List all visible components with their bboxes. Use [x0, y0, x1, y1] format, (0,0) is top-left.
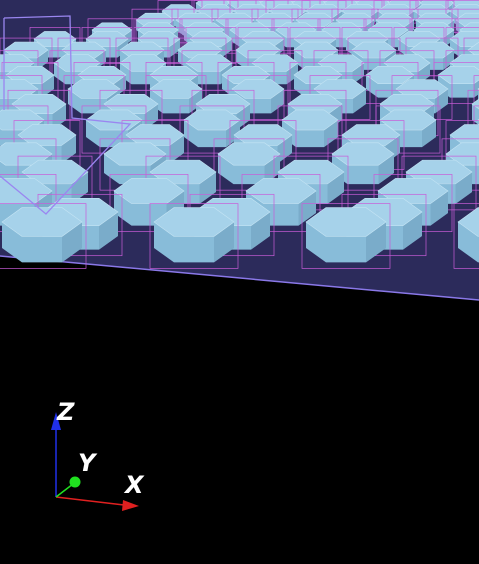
pillar-bounding-box — [473, 75, 479, 120]
pillar-top — [471, 98, 479, 110]
pillar-shade — [430, 191, 448, 226]
pillar-shade — [403, 212, 422, 250]
pillar-shade — [353, 89, 366, 114]
x-axis-line — [55, 496, 125, 506]
hex-pillar[interactable] — [301, 203, 391, 269]
pillar-top — [235, 41, 281, 59]
pillar-top — [245, 178, 317, 204]
pillar-top — [331, 142, 395, 166]
pillar-shade — [144, 104, 158, 130]
pillar-shade — [271, 89, 284, 114]
pillar-side — [438, 75, 479, 98]
pillar-top — [365, 66, 415, 84]
x-axis-label: X — [125, 471, 144, 499]
pillar-top — [103, 142, 167, 166]
hex-pillar[interactable] — [145, 75, 207, 120]
y-axis-line — [55, 483, 74, 498]
pillar-shade — [52, 104, 66, 130]
pillar-top — [231, 79, 285, 99]
pillar-bounding-box — [445, 120, 479, 170]
pillar-top — [33, 31, 77, 47]
hex-pillar[interactable] — [149, 203, 239, 269]
pillar-top — [149, 79, 203, 99]
pillar-top — [457, 207, 479, 237]
pillar-top — [0, 142, 53, 166]
pillar-top — [185, 54, 233, 72]
pillar-top — [177, 41, 223, 59]
hex-pillar[interactable] — [327, 138, 399, 191]
axis-triad — [51, 412, 139, 511]
pillar-top — [1, 207, 83, 237]
pillar-top — [437, 66, 479, 84]
pillar-shade — [444, 30, 454, 48]
pillar-top — [293, 41, 339, 59]
pillar-top — [67, 79, 121, 99]
pillar-bounding-box — [149, 203, 239, 269]
pillar-top — [379, 109, 437, 131]
pillar-bounding-box — [0, 203, 87, 269]
hex-pillar[interactable] — [227, 75, 289, 120]
pillar-shade — [324, 120, 338, 148]
pillar-shade — [199, 172, 216, 204]
pillar-bounding-box — [467, 89, 479, 137]
pillar-shade — [286, 63, 298, 85]
pillar-top — [449, 31, 479, 47]
z-axis-arrowhead — [51, 412, 61, 430]
hex-pillar[interactable] — [453, 203, 479, 269]
hex-pillar[interactable] — [0, 203, 87, 269]
y-axis-label: Y — [78, 449, 96, 477]
z-axis-label: Z — [57, 398, 75, 426]
pillar-top — [183, 109, 241, 131]
pillar-top — [113, 178, 185, 204]
pillar-shade — [474, 80, 479, 98]
pillar-top — [467, 41, 479, 59]
pillar-shade — [251, 212, 270, 250]
pillar-shade — [455, 172, 472, 204]
pillar-shade — [327, 172, 344, 204]
pillar-shade — [422, 120, 436, 148]
y-axis-dot — [69, 476, 81, 488]
pillar-shade — [37, 50, 48, 70]
pillar-shade — [298, 191, 316, 226]
pillar-shade — [62, 222, 82, 263]
pillar-shade — [169, 39, 180, 58]
hex-pillar[interactable] — [213, 138, 285, 191]
pillar-top — [119, 54, 167, 72]
pillar-top — [153, 207, 235, 237]
pillar-shade — [99, 212, 118, 250]
x-axis-arrowhead — [122, 500, 139, 511]
pillar-shade — [366, 222, 386, 263]
pillar-top — [351, 41, 397, 59]
pillar-top — [0, 79, 39, 99]
pillar-side — [458, 222, 479, 263]
pillar-shade — [378, 154, 394, 185]
pillar-shade — [418, 63, 430, 85]
pillar-bounding-box — [301, 203, 391, 269]
pillar-top — [85, 109, 143, 131]
selection-outline — [0, 15, 132, 215]
pillar-top — [221, 66, 271, 84]
pillar-shade — [42, 75, 54, 98]
pillar-shade — [214, 222, 234, 263]
pillar-shade — [221, 39, 232, 58]
pillar-top — [293, 66, 343, 84]
substrate-front-edge — [0, 255, 479, 301]
pillar-shade — [264, 154, 280, 185]
pillar-top — [0, 178, 53, 204]
pillar-top — [305, 207, 387, 237]
pillar-top — [217, 142, 281, 166]
hex-pillar[interactable] — [179, 105, 245, 154]
pillar-shade — [226, 120, 240, 148]
pillar-shade — [71, 172, 88, 204]
pillar-bounding-box — [453, 203, 479, 269]
pillar-shade — [352, 63, 364, 85]
pillar-bounding-box — [109, 174, 189, 232]
